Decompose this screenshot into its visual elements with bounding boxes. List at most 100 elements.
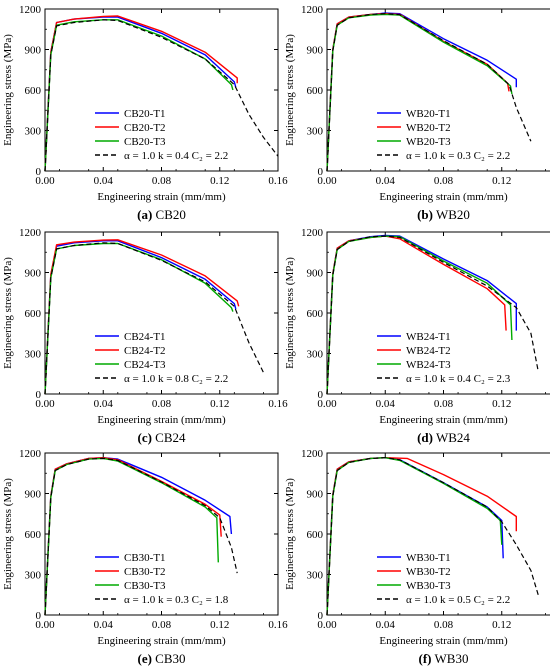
- series-line-model: [326, 457, 539, 616]
- y-axis-label: Engineering stress (MPa): [2, 34, 14, 146]
- y-tick-label: 300: [307, 126, 324, 138]
- y-tick-label: 900: [25, 489, 42, 501]
- panel-caption: (b) WB20: [417, 207, 470, 222]
- x-tick-label: 0.08: [152, 619, 172, 631]
- y-tick-label: 1200: [301, 227, 324, 239]
- legend-label: WB24-T3: [406, 359, 451, 371]
- y-axis-label: Engineering stress (MPa): [284, 478, 296, 590]
- x-tick-label: 0.12: [210, 398, 229, 410]
- chart-panel-cb24: 0.00 0.04 0.08 0.12 0.16 0 300 600 900 1200 Engine…: [2, 227, 288, 445]
- x-axis-label: Engineering strain (mm/mm): [379, 191, 508, 203]
- legend-label: WB24-T2: [406, 345, 451, 357]
- series-line-cb24-t2: [44, 239, 240, 395]
- y-tick-label: 600: [307, 529, 324, 541]
- panel-caption-name: CB20: [152, 207, 186, 222]
- y-tick-label: 0: [318, 166, 324, 178]
- y-tick-label: 0: [318, 610, 324, 622]
- x-tick-label: 0.16: [268, 398, 288, 410]
- x-tick-label: 0.16: [268, 175, 288, 187]
- x-tick-label: 0.16: [268, 619, 288, 631]
- y-tick-label: 300: [25, 349, 42, 361]
- y-axis-label: Engineering stress (MPa): [2, 478, 14, 590]
- y-tick-label: 1200: [19, 227, 42, 239]
- series-line-model: [326, 235, 539, 395]
- legend-label: CB30-T3: [124, 580, 166, 592]
- y-axis-label: Engineering stress (MPa): [284, 34, 296, 146]
- panel-caption: (c) CB24: [137, 430, 186, 445]
- x-tick-label: 0.08: [434, 175, 454, 187]
- chart-panel-wb24: 0.000.040.080.120.1603006009001200Engine…: [284, 227, 550, 445]
- x-tick-label: 0.04: [94, 398, 114, 410]
- legend-label: α = 1.0 k = 0.3 C₂ = 1.8: [124, 594, 229, 606]
- x-tick-label: 0.12: [210, 175, 229, 187]
- legend-label: CB30-T1: [124, 552, 166, 564]
- x-tick-label: 0.00: [35, 619, 55, 631]
- x-axis-label: Engineering strain (mm/mm): [379, 635, 508, 647]
- y-tick-label: 1200: [301, 4, 324, 16]
- panel-caption: (a) CB20: [137, 207, 186, 222]
- legend-label: α = 1.0 k = 0.3 C₂ = 2.2: [406, 150, 510, 162]
- y-tick-label: 1200: [19, 4, 42, 16]
- panel-caption: (d) WB24: [417, 430, 470, 445]
- x-tick-label: 0.04: [94, 619, 114, 631]
- legend-label: α = 1.0 k = 0.8 C₂ = 2.2: [124, 373, 228, 385]
- legend-label: CB20-T3: [124, 136, 166, 148]
- series-line-model: [326, 13, 532, 172]
- x-tick-label: 0.04: [376, 398, 396, 410]
- legend-label: WB20-T3: [406, 136, 451, 148]
- series-line-model: [44, 242, 264, 395]
- x-tick-label: 0.08: [152, 175, 172, 187]
- x-axis-label: Engineering strain (mm/mm): [97, 414, 226, 426]
- x-tick-label: 0.12: [492, 619, 511, 631]
- legend-label: CB24-T1: [124, 331, 166, 343]
- x-axis-label: Engineering strain (mm/mm): [97, 191, 226, 203]
- panel-caption-name: CB24: [152, 430, 186, 445]
- x-tick-label: 0.00: [317, 175, 337, 187]
- legend-label: CB24-T3: [124, 359, 166, 371]
- y-tick-label: 900: [307, 489, 324, 501]
- y-tick-label: 0: [36, 610, 42, 622]
- y-tick-label: 0: [36, 166, 42, 178]
- legend-label: WB24-T1: [406, 331, 451, 343]
- y-tick-label: 0: [36, 389, 42, 401]
- legend-label: WB20-T2: [406, 122, 451, 134]
- legend-label: α = 1.0 k = 0.4 C₂ = 2.3: [406, 373, 511, 385]
- x-tick-label: 0.12: [492, 175, 511, 187]
- panel-caption: (f) WB30: [419, 651, 469, 666]
- x-tick-label: 0.04: [94, 175, 114, 187]
- series-line-model: [44, 19, 279, 172]
- panel-caption-letter: (a): [137, 207, 152, 222]
- panel-caption-name: WB30: [432, 651, 469, 666]
- legend-label: CB20-T2: [124, 122, 166, 134]
- x-tick-label: 0.04: [376, 175, 396, 187]
- chart-panel-wb20: 0.000.040.080.120.1603006009001200Engine…: [284, 4, 550, 222]
- y-tick-label: 600: [25, 85, 42, 97]
- y-tick-label: 600: [307, 308, 324, 320]
- x-tick-label: 0.00: [35, 398, 55, 410]
- series-line-cb20-t3: [44, 19, 234, 172]
- panel-caption-letter: (e): [137, 651, 151, 666]
- legend-label: WB30-T1: [406, 552, 451, 564]
- y-tick-label: 900: [25, 268, 42, 280]
- x-tick-label: 0.12: [492, 398, 511, 410]
- panel-caption-letter: (f): [419, 651, 432, 666]
- legend-label: CB30-T2: [124, 566, 166, 578]
- y-tick-label: 300: [25, 126, 42, 138]
- x-tick-label: 0.12: [210, 619, 229, 631]
- panel-caption: (e) CB30: [137, 651, 185, 666]
- y-tick-label: 600: [25, 529, 42, 541]
- panel-caption-letter: (c): [137, 430, 151, 445]
- y-tick-label: 1200: [19, 448, 42, 460]
- x-axis-label: Engineering strain (mm/mm): [97, 635, 226, 647]
- x-tick-label: 0.08: [434, 398, 454, 410]
- panel-caption-name: CB30: [152, 651, 186, 666]
- legend-label: α = 1.0 k = 0.4 C₂ = 2.2: [124, 150, 228, 162]
- y-tick-label: 300: [307, 570, 324, 582]
- panel-caption-letter: (b): [417, 207, 433, 222]
- x-tick-label: 0.04: [376, 619, 396, 631]
- series-line-cb24-t3: [44, 242, 234, 395]
- x-tick-label: 0.08: [152, 398, 172, 410]
- x-tick-label: 0.00: [35, 175, 55, 187]
- y-axis-label: Engineering stress (MPa): [284, 257, 296, 369]
